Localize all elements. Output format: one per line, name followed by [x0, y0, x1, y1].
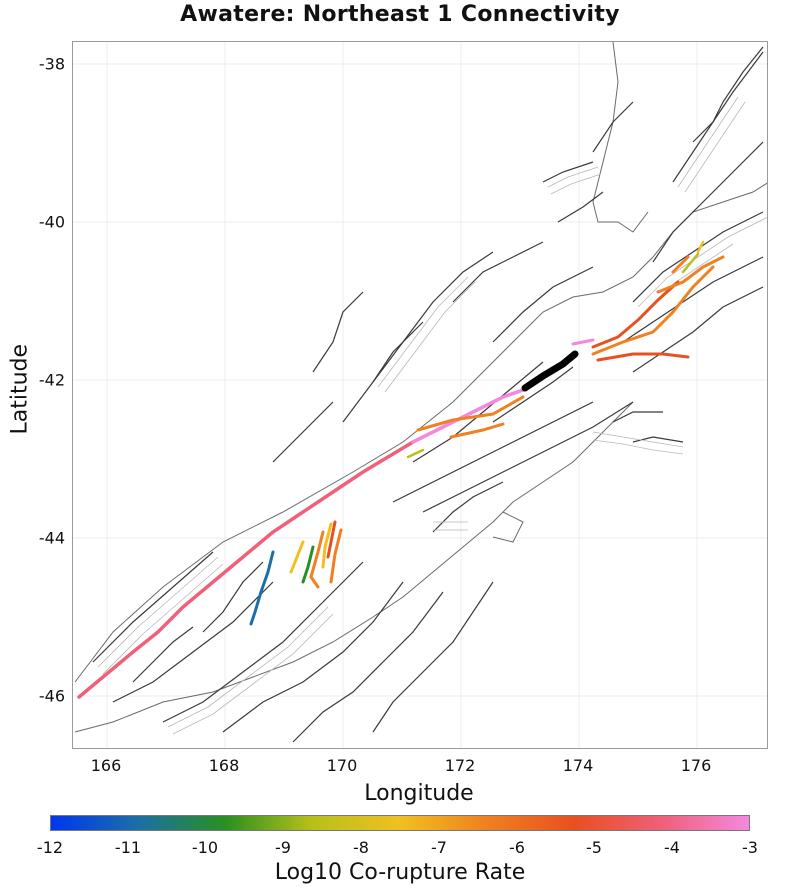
x-tick-label: 166	[90, 756, 122, 775]
rupture-awatere-highlight	[521, 350, 579, 392]
y-axis-label: Latitude	[7, 343, 33, 435]
colorbar-tick-label: -9	[275, 838, 291, 857]
rupture-alpine-north	[411, 388, 525, 444]
colorbar	[50, 815, 750, 831]
x-tick-label: 172	[444, 756, 476, 775]
map-svg	[73, 42, 767, 748]
y-tick-label: -40	[38, 212, 65, 232]
colorbar-tick-label: -8	[353, 838, 369, 857]
rupture-blue	[249, 550, 275, 626]
x-tick-label: 170	[326, 756, 358, 775]
x-tick-label: 174	[562, 756, 594, 775]
rupture-alpine	[77, 440, 415, 699]
x-tick-label: 176	[680, 756, 712, 775]
coastline	[74, 42, 767, 733]
y-tick-label: -44	[38, 528, 65, 548]
rupture-traces	[77, 240, 725, 699]
colorbar-tick-label: -12	[36, 838, 64, 857]
chart-title: Awatere: Northeast 1 Connectivity	[180, 2, 620, 27]
colorbar-tick-label: -5	[586, 838, 602, 857]
x-axis-label: Longitude	[364, 781, 474, 806]
colorbar-tick-label: -6	[509, 838, 525, 857]
y-tick-label: -46	[38, 686, 65, 706]
colorbar-tick-label: -4	[664, 838, 680, 857]
colorbar-tick-label: -7	[431, 838, 447, 857]
grid	[73, 42, 767, 748]
fault-planes	[97, 96, 767, 735]
colorbar-tick-label: -3	[742, 838, 758, 857]
map-panel[interactable]	[72, 41, 768, 749]
x-tick-label: 168	[208, 756, 240, 775]
colorbar-tick-label: -11	[114, 838, 142, 857]
y-tick-label: -38	[38, 54, 65, 74]
colorbar-tick-label: -10	[191, 838, 219, 857]
colorbar-label: Log10 Co-rupture Rate	[274, 860, 526, 885]
fault-network	[92, 46, 764, 743]
y-tick-label: -42	[38, 370, 65, 390]
